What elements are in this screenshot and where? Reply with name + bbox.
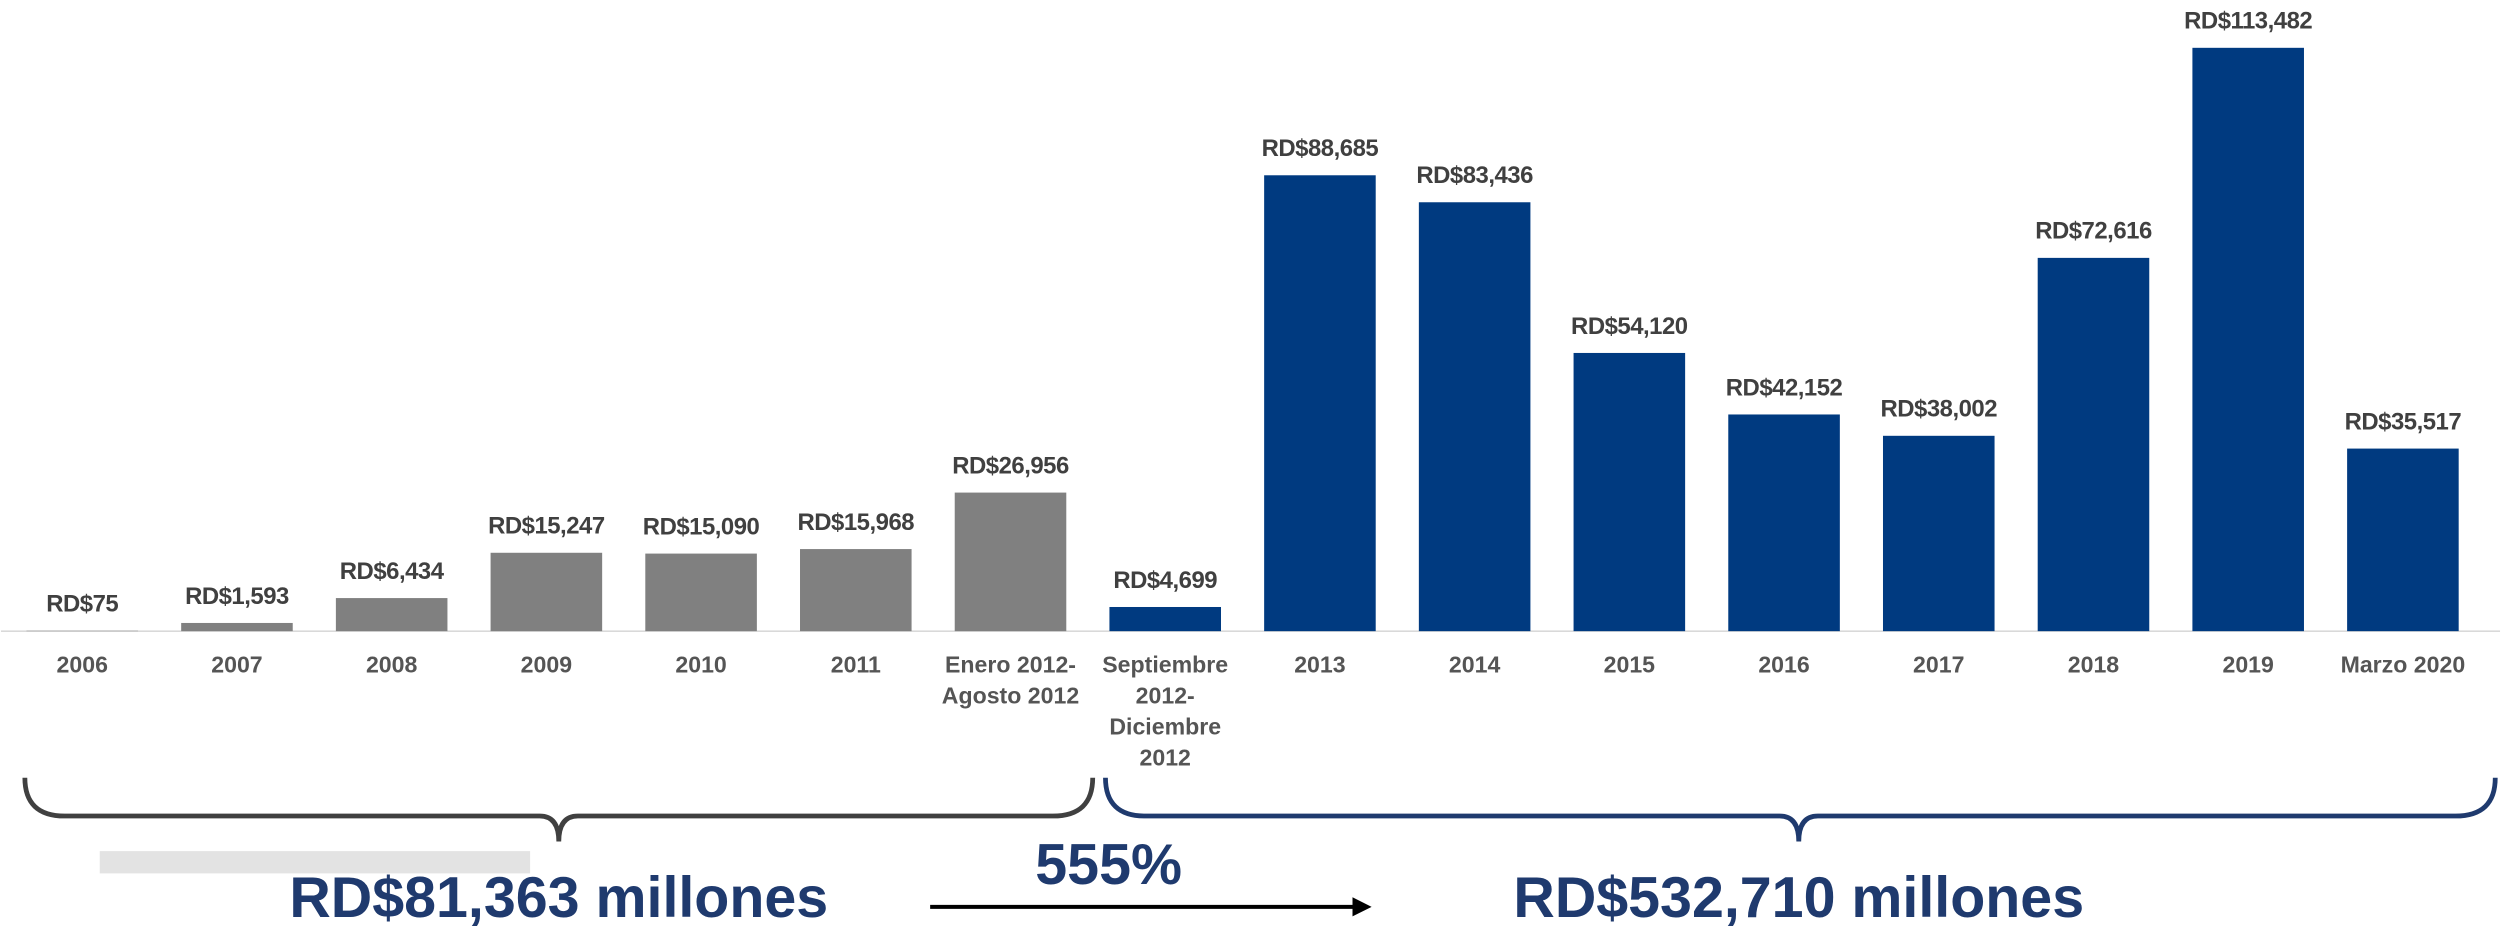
arrow-head: [1352, 897, 1372, 917]
x-tick-label: 2007: [211, 651, 262, 677]
x-tick-label: 2008: [366, 651, 418, 677]
bar: [2347, 448, 2459, 632]
value-label: RD$72,616: [2035, 218, 2152, 245]
value-label: RD$83,436: [1416, 162, 1533, 189]
value-label: RD$35,517: [2345, 408, 2462, 435]
x-tick-label: 2006: [57, 651, 109, 677]
left-total: RD$81,363 millones: [289, 866, 828, 926]
bar: [2192, 47, 2304, 632]
value-label: RD$15,090: [643, 513, 760, 540]
bar: [645, 553, 757, 632]
value-label: RD$42,152: [1726, 374, 1843, 401]
bar: [1573, 352, 1686, 632]
value-label: RD$75: [46, 591, 118, 618]
x-tick-label: 2009: [521, 651, 572, 677]
x-tick-label: 2014: [1449, 651, 1501, 677]
bar: [490, 552, 603, 632]
bar: [181, 622, 293, 632]
value-label: RD$88,685: [1262, 135, 1379, 162]
x-tick-label: 2019: [2222, 651, 2273, 677]
x-tick-label: Agosto 2012: [942, 682, 1079, 708]
value-label: RD$15,968: [798, 509, 915, 536]
x-tick-label: 2013: [1294, 651, 1346, 677]
value-label: RD$1,593: [185, 583, 289, 610]
value-label: RD$113,482: [2184, 8, 2312, 35]
left-bracket: [22, 777, 1096, 842]
bar: [954, 492, 1067, 632]
right-total: RD$532,710 millones: [1513, 866, 2084, 926]
bar: [335, 598, 448, 632]
value-label: RD$6,434: [340, 558, 445, 585]
highlight-box: [99, 851, 531, 874]
x-tick-label: Marzo 2020: [2341, 651, 2466, 677]
x-tick-label: 2012: [1140, 745, 1191, 771]
value-label: RD$4,699: [1113, 567, 1217, 594]
value-label: RD$15,247: [488, 513, 605, 540]
bar: [1728, 414, 1840, 632]
x-tick-label: 2010: [675, 651, 726, 677]
value-label: RD$54,120: [1571, 313, 1688, 340]
bar: [1264, 175, 1376, 632]
x-tick-label: 2016: [1758, 651, 1810, 677]
bar: [1882, 435, 1995, 632]
value-label: RD$38,002: [1880, 396, 1997, 423]
bar: [1418, 202, 1531, 632]
x-tick-label: Enero 2012-: [945, 651, 1076, 677]
bar: [2037, 257, 2150, 632]
value-label: RD$26,956: [952, 452, 1069, 479]
x-tick-label: 2018: [2068, 651, 2120, 677]
x-tick-label: 2011: [831, 651, 881, 677]
x-tick-label: Diciembre: [1109, 713, 1221, 739]
bar: [1109, 606, 1221, 632]
right-bracket: [1103, 777, 2498, 842]
bar: [800, 549, 912, 632]
x-tick-label: Septiembre: [1102, 651, 1228, 677]
growth-label: 555%: [1035, 833, 1182, 897]
x-tick-label: 2012-: [1136, 682, 1195, 708]
x-tick-label: 2015: [1604, 651, 1656, 677]
x-tick-label: 2017: [1913, 651, 1964, 677]
